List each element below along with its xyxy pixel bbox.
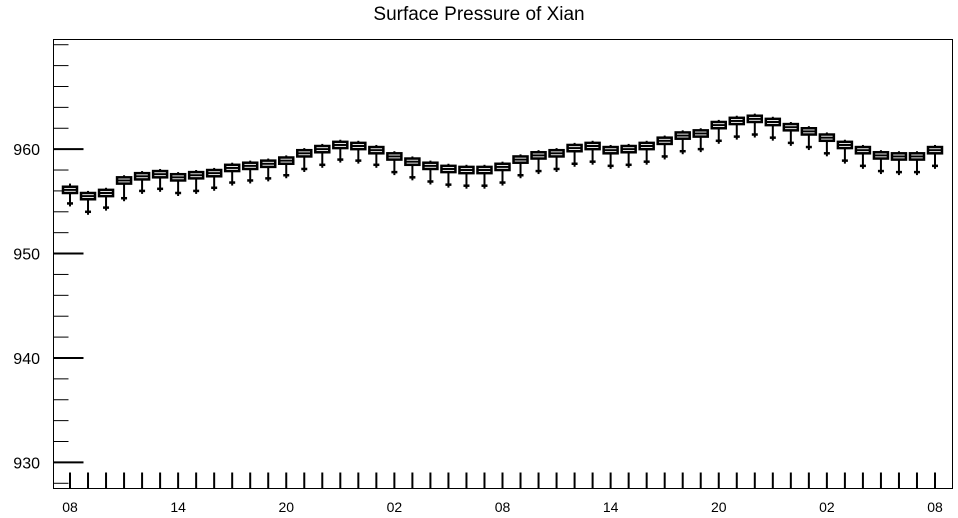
box-plot — [566, 142, 583, 167]
box-plot — [602, 144, 619, 169]
box-plot — [548, 148, 565, 172]
box-plot — [620, 143, 637, 168]
y-tick-label: 960 — [13, 142, 40, 159]
box-plot — [259, 158, 277, 182]
box-plot — [79, 190, 97, 215]
box-plot — [800, 126, 818, 151]
box-plot — [404, 156, 421, 181]
box-plot — [872, 150, 890, 175]
box-plot — [512, 154, 529, 179]
box-plot — [854, 144, 872, 169]
box-plot — [350, 140, 367, 164]
box-plot — [187, 170, 205, 194]
box-plot — [530, 150, 547, 175]
box-plot — [332, 139, 349, 163]
box-plot — [458, 164, 475, 189]
box-plot — [97, 187, 115, 211]
box-plot — [926, 144, 944, 169]
x-tick-label: 02 — [387, 499, 403, 515]
box-plot — [223, 162, 241, 186]
box-plot — [674, 130, 691, 155]
plot-frame — [53, 39, 953, 489]
x-tick-label: 08 — [927, 499, 943, 515]
box-plot — [836, 139, 854, 164]
box-plot — [314, 143, 331, 168]
x-tick-label: 08 — [62, 499, 78, 515]
box-plot — [656, 135, 673, 160]
box-plot — [205, 167, 223, 191]
x-tick-label: 02 — [819, 499, 835, 515]
x-tick-label: 14 — [603, 499, 619, 515]
box-plot — [638, 140, 655, 165]
x-tick-label: 14 — [170, 499, 186, 515]
box-series — [61, 113, 944, 215]
y-axis: 930 940 950 960 — [13, 44, 84, 484]
box-plot — [476, 164, 493, 189]
box-plot — [115, 175, 133, 202]
box-plot — [440, 163, 457, 188]
x-tick-label: 20 — [278, 499, 294, 515]
x-tick-label: 08 — [495, 499, 511, 515]
box-plot — [278, 155, 295, 179]
box-plot — [728, 115, 746, 140]
box-plot — [169, 172, 187, 196]
box-plot — [584, 140, 601, 165]
y-tick-label: 950 — [13, 247, 40, 264]
box-plot — [746, 113, 764, 138]
box-plot — [296, 148, 313, 172]
box-plot — [151, 168, 169, 192]
box-plot — [386, 151, 403, 176]
box-plot — [61, 183, 79, 207]
box-plot — [764, 116, 782, 141]
box-plot — [782, 121, 800, 146]
box-plot — [368, 144, 385, 168]
box-plot — [890, 151, 908, 176]
y-tick-label: 930 — [13, 455, 40, 472]
box-plot — [241, 160, 259, 184]
box-plot — [692, 128, 709, 153]
box-plot — [908, 151, 926, 176]
box-plot — [710, 119, 727, 144]
chart-title: Surface Pressure of Xian — [373, 4, 585, 25]
box-plot — [494, 161, 511, 186]
box-plot — [422, 160, 439, 185]
x-axis: 08 14 20 02 08 14 20 02 08 — [62, 472, 943, 515]
y-tick-label: 940 — [13, 351, 40, 368]
box-plot — [133, 171, 151, 194]
box-plot — [818, 132, 836, 157]
x-tick-label: 20 — [711, 499, 727, 515]
